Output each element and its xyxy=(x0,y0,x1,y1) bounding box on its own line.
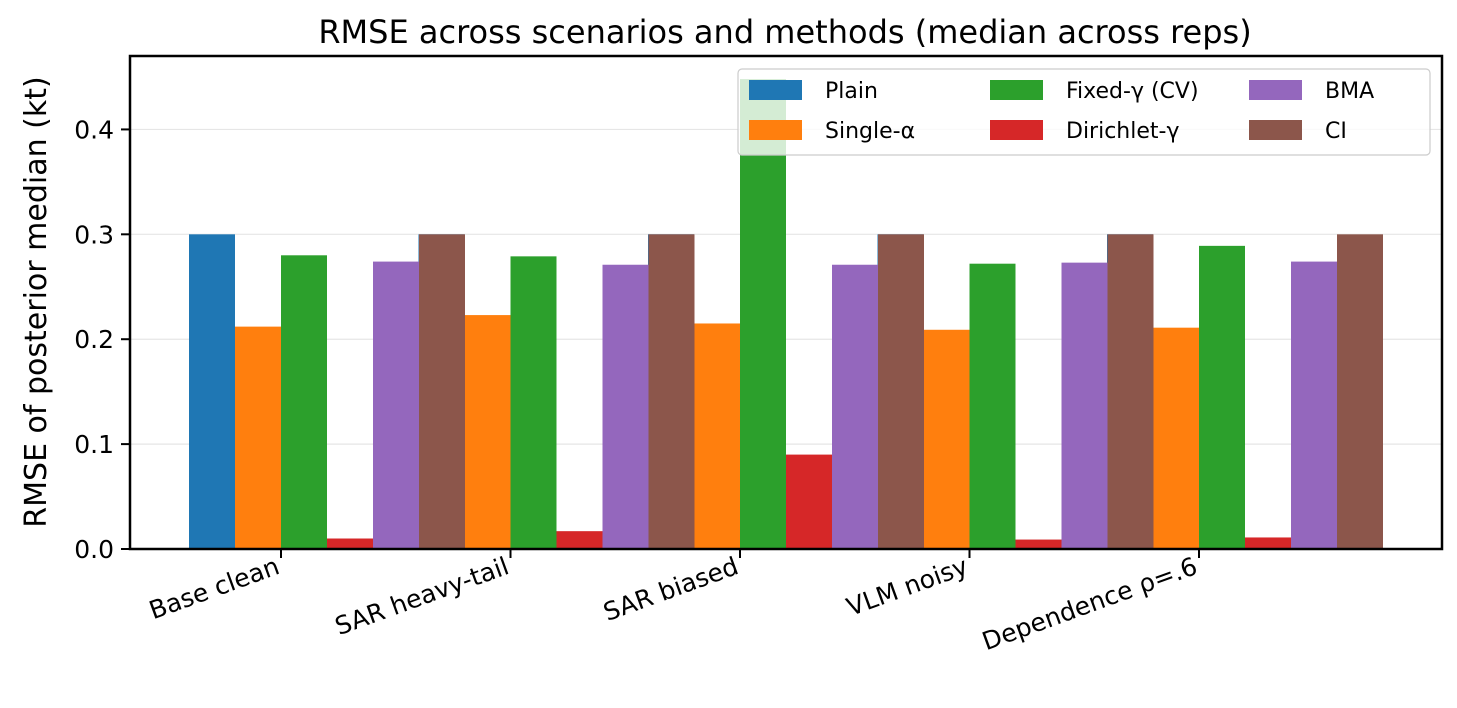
bar-ci-base-clean xyxy=(419,234,465,549)
bar-single-sar-biased xyxy=(694,323,740,549)
bar-fixed-cv-dependence-6 xyxy=(1199,245,1245,549)
bar-bma-dependence-6 xyxy=(1291,261,1337,549)
legend-swatch-plain xyxy=(749,80,802,100)
bar-dirichlet-sar-biased xyxy=(786,454,832,549)
bar-bma-sar-biased xyxy=(832,264,878,549)
bar-single-vlm-noisy xyxy=(923,329,970,549)
chart-title: RMSE across scenarios and methods (media… xyxy=(318,13,1251,51)
bar-ci-sar-heavy-tail xyxy=(648,234,695,549)
legend-swatch-bma xyxy=(1249,80,1302,100)
bar-bma-vlm-noisy xyxy=(1061,262,1108,549)
legend-label-plain: Plain xyxy=(825,79,878,104)
bar-dirichlet-sar-heavy-tail xyxy=(556,531,603,549)
legend-swatch-fixed-cv xyxy=(990,80,1043,100)
legend-swatch-ci xyxy=(1249,120,1302,140)
bar-single-sar-heavy-tail xyxy=(464,315,511,549)
bar-ci-sar-biased xyxy=(878,234,924,549)
bar-ci-vlm-noisy xyxy=(1107,234,1154,549)
x-tick-label-base-clean: Base clean xyxy=(145,551,283,625)
legend-swatch-dirichlet xyxy=(990,120,1043,140)
x-tick-label-dependence-6: Dependence ρ=.6 xyxy=(978,551,1201,656)
bar-single-dependence-6 xyxy=(1153,327,1199,549)
bar-single-base-clean xyxy=(235,326,281,549)
plot-frame xyxy=(128,54,1444,551)
y-tick-label: 0.4 xyxy=(74,115,114,144)
bar-dirichlet-base-clean xyxy=(327,538,373,549)
y-axis-label: RMSE of posterior median (kt) xyxy=(19,76,54,527)
x-tick-label-sar-heavy-tail: SAR heavy-tail xyxy=(331,551,512,641)
y-tick-label: 0.2 xyxy=(74,325,114,354)
legend: Plain Single-α Fixed-γ (CV) Dirichlet-γ BMA C… xyxy=(737,68,1431,156)
legend-label-bma: BMA xyxy=(1325,79,1374,104)
y-tick-label: 0.0 xyxy=(74,535,114,564)
bars-layer xyxy=(189,79,1383,550)
legend-swatch-single xyxy=(749,120,802,140)
bar-bma-base-clean xyxy=(373,261,419,549)
bar-plain-base-clean xyxy=(189,234,235,549)
legend-label-dirichlet: Dirichlet-γ xyxy=(1066,119,1179,144)
legend-label-fixed-cv: Fixed-γ (CV) xyxy=(1066,79,1199,104)
legend-label-single: Single-α xyxy=(825,119,915,144)
legend-label-ci: CI xyxy=(1325,119,1347,144)
x-tick-label-vlm-noisy: VLM noisy xyxy=(843,551,972,622)
x-tick-label-sar-biased: SAR biased xyxy=(599,551,742,627)
bar-dirichlet-vlm-noisy xyxy=(1015,539,1062,549)
bar-fixed-cv-vlm-noisy xyxy=(969,263,1016,549)
bar-fixed-cv-base-clean xyxy=(281,255,327,550)
bar-dirichlet-dependence-6 xyxy=(1245,537,1291,549)
bar-fixed-cv-sar-heavy-tail xyxy=(510,256,557,549)
y-tick-label: 0.3 xyxy=(74,220,114,249)
bar-fixed-cv-sar-biased xyxy=(740,79,786,549)
y-tick-label: 0.1 xyxy=(74,430,114,459)
bar-ci-dependence-6 xyxy=(1337,234,1383,549)
bar-bma-sar-heavy-tail xyxy=(602,264,649,549)
